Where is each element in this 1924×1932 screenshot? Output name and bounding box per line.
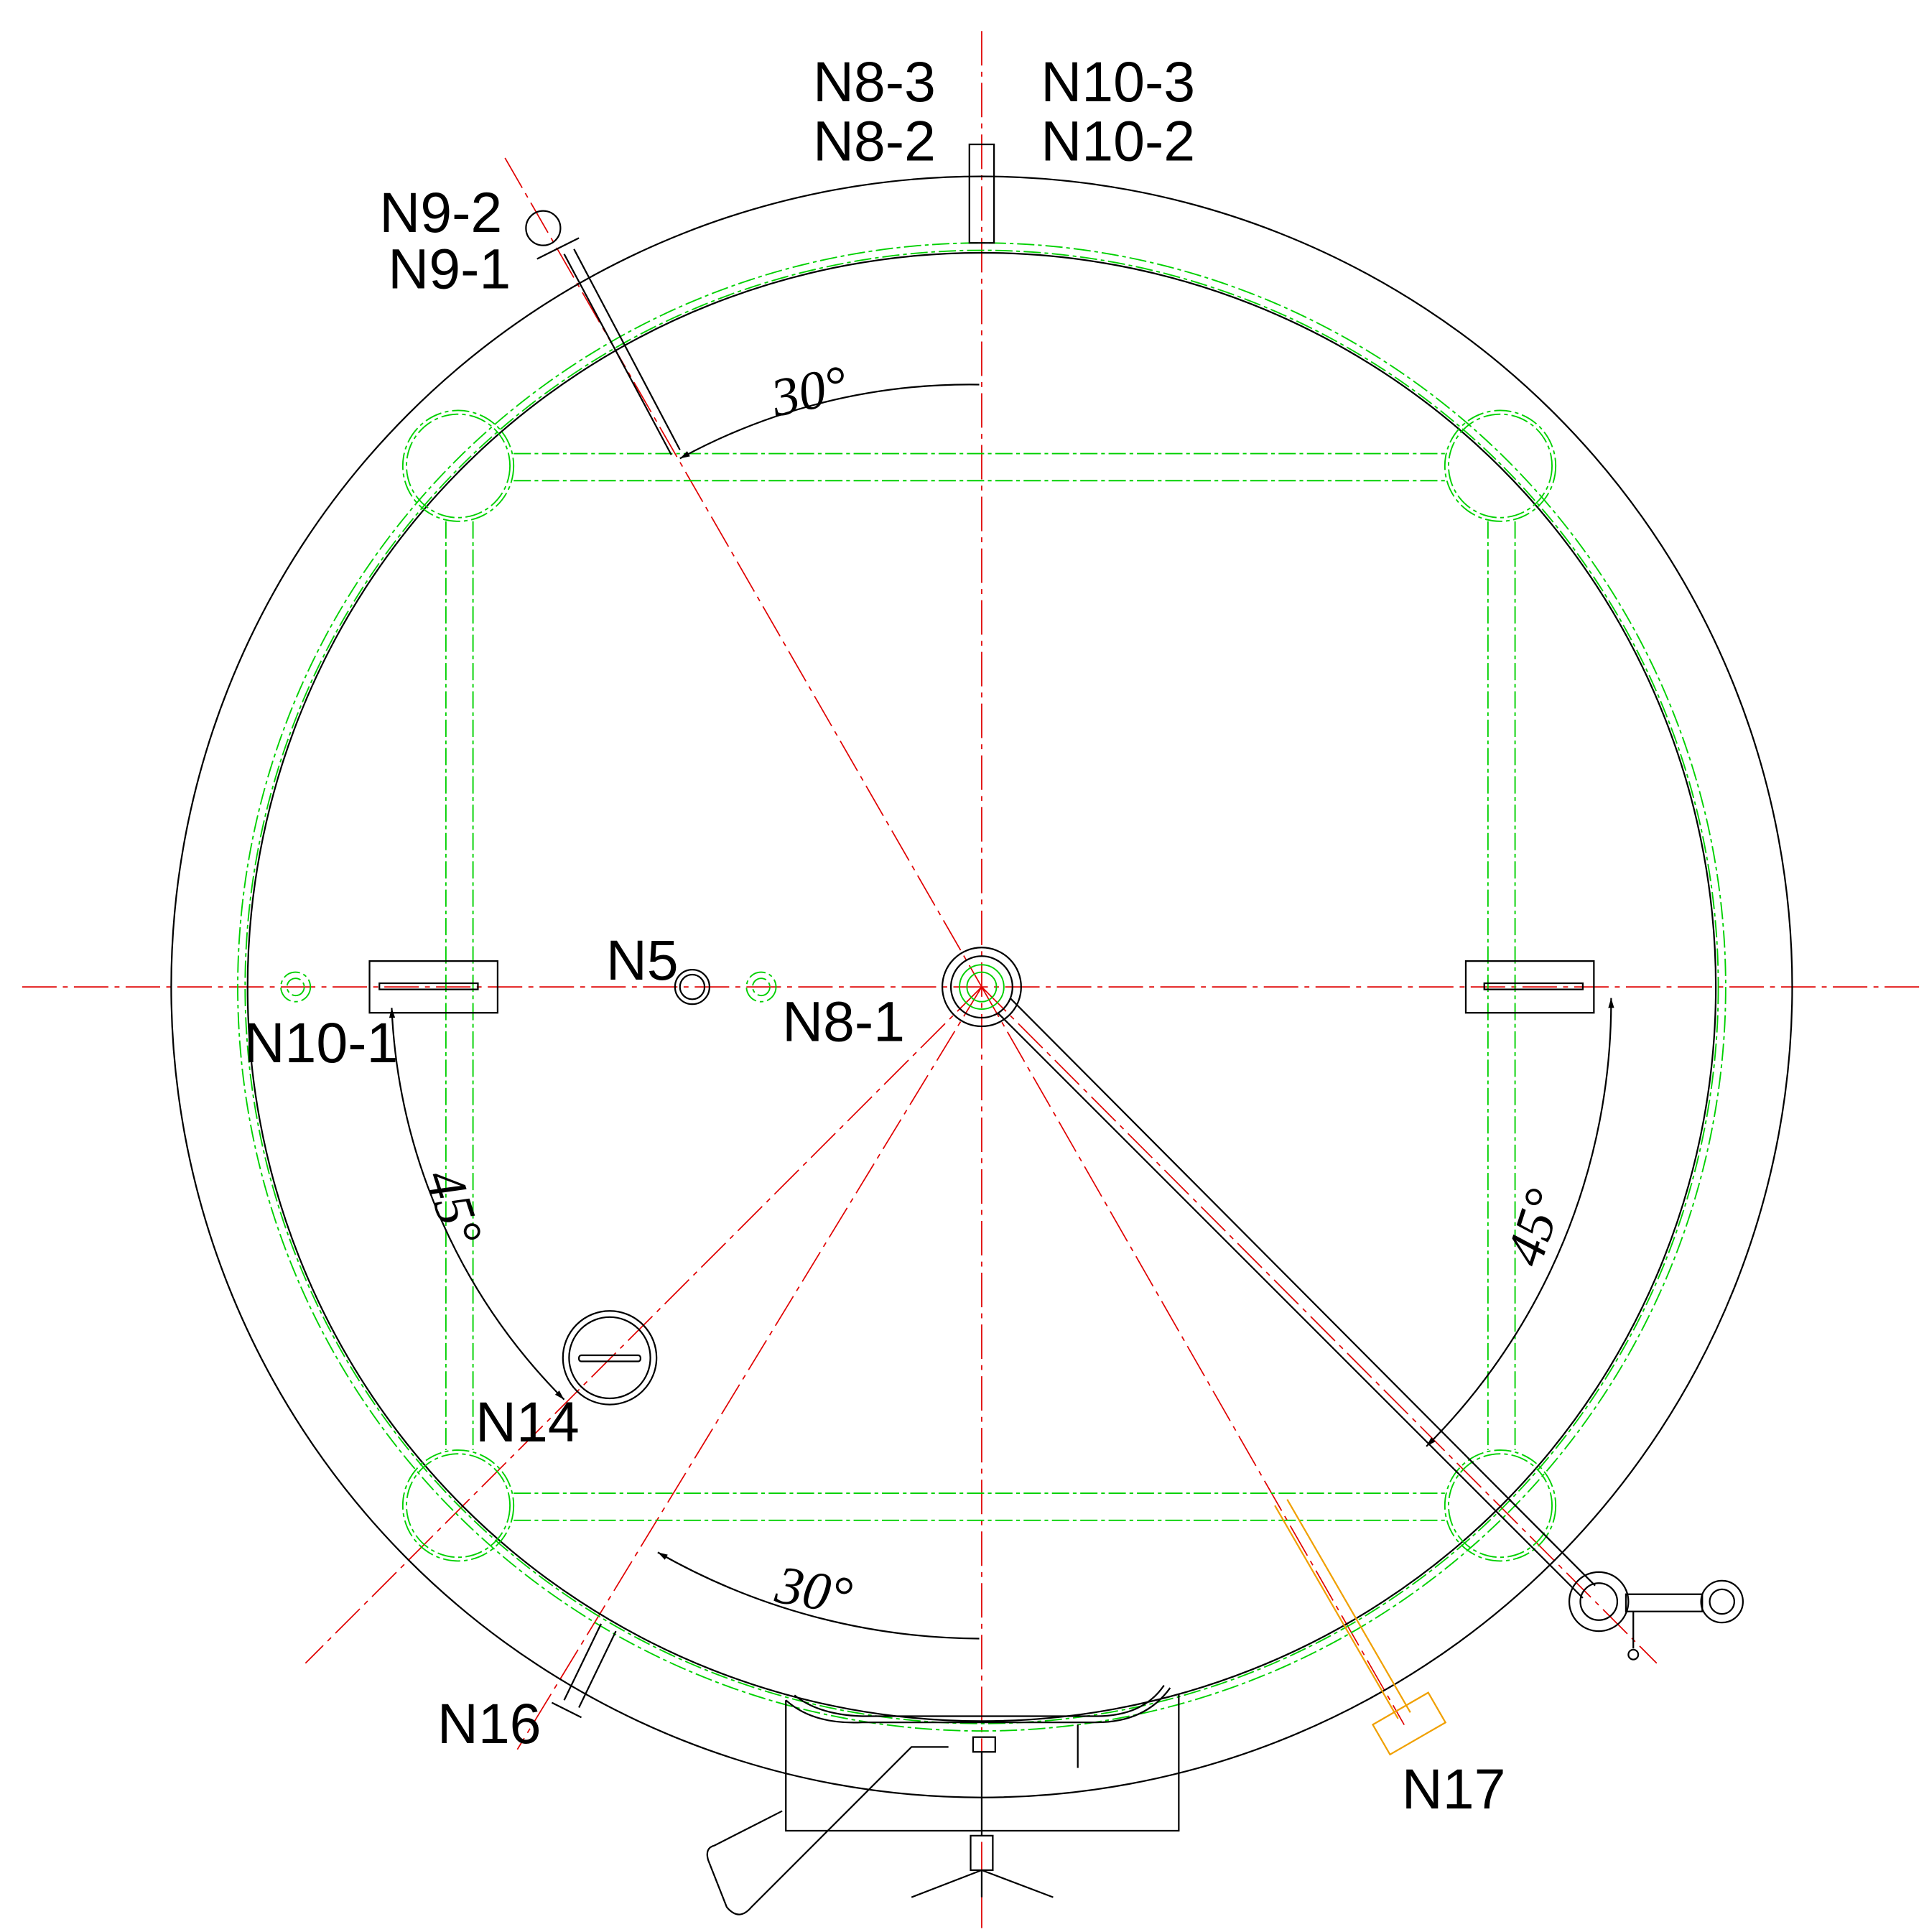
drawing-line xyxy=(1010,998,1595,1586)
nozzle-label: N8-3 xyxy=(813,50,936,113)
nozzle-label: N8-1 xyxy=(782,990,905,1054)
drawing-line xyxy=(564,1624,601,1700)
drawing-line xyxy=(537,238,579,259)
nozzle-label: N10-2 xyxy=(1041,109,1195,172)
drawing-line xyxy=(526,211,560,246)
drawing-line xyxy=(998,1013,1583,1598)
drawing-line xyxy=(1580,1583,1617,1620)
support-frame xyxy=(403,410,1556,1561)
centerlines xyxy=(22,31,1924,1931)
drawing-line xyxy=(973,1737,995,1752)
nozzle-label: N16 xyxy=(437,1692,542,1755)
nozzle-label: N10-3 xyxy=(1041,50,1195,113)
nozzle-label: N10-1 xyxy=(244,1011,399,1074)
nozzle-label: N5 xyxy=(606,929,679,992)
page: N8-3 N8-2 N10-3 N10-2 N9-2 N9-1 N5 N8-1 … xyxy=(0,0,1924,1932)
drawing-line xyxy=(552,1703,581,1718)
drawing-line xyxy=(579,1631,615,1707)
drawing-line xyxy=(574,249,679,450)
center-nozzle xyxy=(942,947,1743,1659)
nozzle-label: N14 xyxy=(475,1390,580,1454)
drawing-line xyxy=(1449,414,1552,518)
angle-label: 30° xyxy=(766,355,853,429)
drawing-line xyxy=(403,410,513,521)
drawing-line xyxy=(406,414,510,518)
drawing-line xyxy=(1710,1589,1734,1614)
angle-label: 30° xyxy=(771,1555,856,1627)
drawing-line xyxy=(1275,1505,1398,1719)
drawing-line xyxy=(1628,1650,1638,1660)
nozzle-label: N9-2 xyxy=(379,181,502,244)
drawing-line xyxy=(569,1317,650,1398)
drawing-line xyxy=(564,254,671,455)
angle-label: 45° xyxy=(414,1162,494,1253)
nozzle-label: N17 xyxy=(1402,1757,1506,1821)
nozzle-label: N9-1 xyxy=(388,238,511,301)
drawing-line xyxy=(982,987,1657,1663)
angle-label: 45° xyxy=(1495,1182,1575,1273)
drawing-line xyxy=(1287,1500,1411,1713)
drawing-line xyxy=(1569,1572,1628,1631)
n17-nozzle xyxy=(1275,1500,1446,1755)
drawing-line xyxy=(911,1870,1053,1898)
drawing-line xyxy=(1701,1581,1743,1622)
thermowell xyxy=(526,211,679,455)
n16-nozzle xyxy=(552,1624,615,1717)
drawing-line xyxy=(1372,1693,1445,1755)
nozzle-label: N8-2 xyxy=(813,109,936,172)
drawing-line xyxy=(1445,410,1556,521)
drawing: N8-3 N8-2 N10-3 N10-2 N9-2 N9-1 N5 N8-1 … xyxy=(0,0,1924,1932)
drawing-line xyxy=(1626,1594,1702,1612)
